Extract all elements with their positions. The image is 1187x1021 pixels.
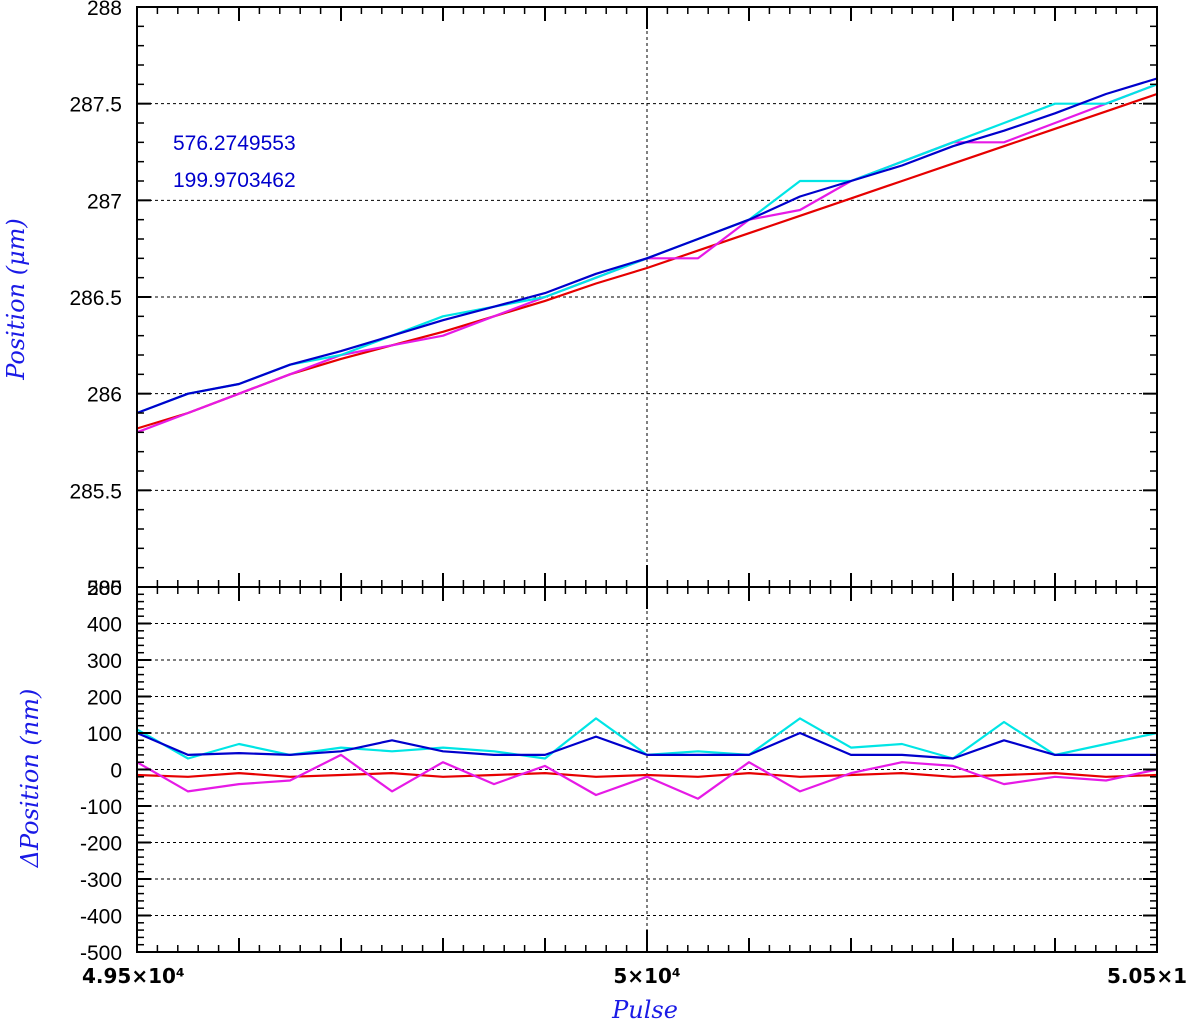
x-tick-label: 5.05×1 [1107,964,1187,988]
y-tick-label: -300 [80,869,122,892]
y-tick-label: 200 [87,687,122,710]
annotation-1: 576.2749553 [173,132,296,155]
x-tick-label: 5×10⁴ [613,964,680,988]
y-axis-title-bottom: ΔPosition (nm) [16,689,44,869]
y-tick-label: 300 [87,650,122,673]
annotation-2: 199.9703462 [173,169,296,192]
bottom-panel: -500 -400 -300 -200 -100 0 100 200 300 400 500 4.95… [16,577,1187,1021]
y-axis-title-top: Position (μm) [2,218,30,381]
y-tick-label: -200 [80,833,122,856]
y-tick-label: 286 [87,384,122,407]
y-tick-label: 100 [87,723,122,746]
y-tick-label: -400 [80,906,122,929]
magenta-series [136,753,1158,800]
blue-series [136,77,1158,415]
y-tick-label: 400 [87,614,122,637]
y-tick-label: 287.5 [69,94,122,117]
red-series [136,92,1158,430]
y-tick-label: 285 [87,577,122,600]
y-tick-label: -500 [80,942,122,965]
y-tick-label: 286.5 [69,287,122,310]
y-tick-label: 287 [87,190,122,213]
y-tick-label: 0 [110,760,122,783]
y-tick-label: 288 [87,0,122,20]
blue-series [136,731,1157,760]
x-tick-label: 4.95×10⁴ [82,964,185,988]
x-axis-title: Pulse [611,996,678,1021]
y-tick-label: 285.5 [69,480,122,503]
red-series [136,771,1158,778]
y-tick-label: -100 [80,796,122,819]
y-tick-label: 500 [87,577,122,600]
